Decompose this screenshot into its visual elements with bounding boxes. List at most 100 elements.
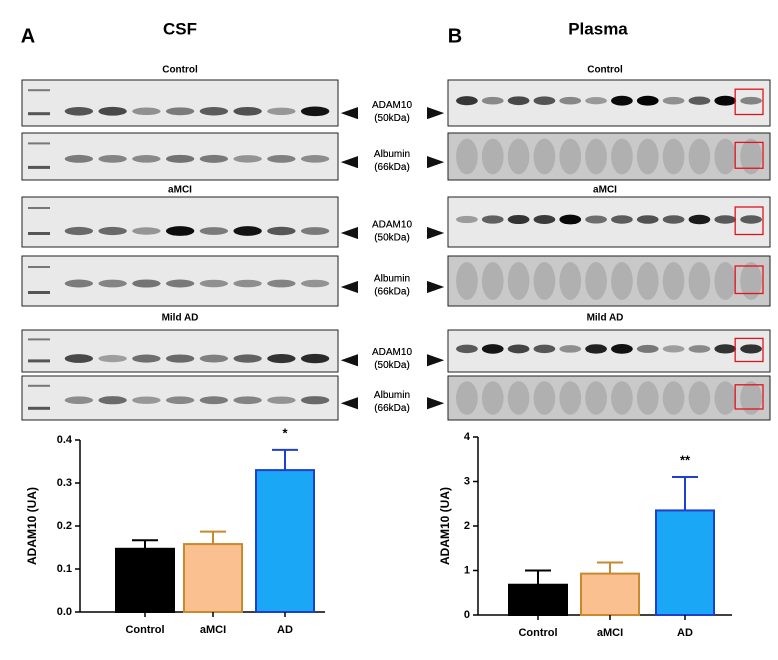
- protein-band: [267, 396, 296, 404]
- ladder-band: [28, 406, 50, 410]
- protein-band: [662, 96, 685, 105]
- protein-band: [300, 227, 330, 235]
- protein-band: [559, 345, 582, 353]
- protein-band: [165, 354, 195, 363]
- protein-size: (66kDa): [374, 403, 410, 414]
- protein-band: [233, 354, 262, 363]
- blot-membrane: [447, 375, 771, 421]
- protein-size: (50kDa): [374, 113, 410, 124]
- protein-band: [740, 138, 762, 175]
- protein-label: Albumin: [374, 274, 410, 285]
- y-axis-label: ADAM10 (UA): [438, 487, 452, 565]
- protein-band: [64, 354, 94, 363]
- protein-band: [199, 279, 229, 288]
- bar: [508, 583, 568, 616]
- protein-size: (66kDa): [374, 287, 410, 298]
- protein-band: [481, 344, 504, 354]
- protein-band: [507, 214, 530, 225]
- chart-title: CSF: [163, 19, 197, 38]
- y-tick-label: 0.0: [57, 606, 72, 618]
- protein-band: [507, 262, 530, 300]
- protein-band: [636, 215, 659, 224]
- protein-band: [165, 154, 195, 163]
- arrow-right: [427, 107, 444, 120]
- protein-band: [611, 344, 633, 354]
- protein-band: [481, 381, 504, 415]
- protein-band: [688, 262, 711, 300]
- protein-band: [636, 262, 659, 300]
- significance-label: **: [680, 452, 691, 467]
- bar: [580, 572, 640, 616]
- protein-label: ADAM10: [372, 100, 412, 111]
- protein-band: [267, 226, 296, 236]
- protein-band: [132, 396, 161, 404]
- protein-size: (66kDa): [374, 403, 410, 414]
- protein-band: [233, 396, 262, 405]
- protein-band: [688, 381, 711, 415]
- ladder-band: [28, 338, 50, 341]
- protein-band: [233, 226, 262, 236]
- protein-band: [300, 353, 330, 364]
- protein-band: [740, 381, 762, 415]
- protein-label: Albumin: [374, 390, 410, 401]
- protein-band: [636, 95, 659, 106]
- protein-size: (66kDa): [374, 287, 410, 298]
- group-title: Mild AD: [162, 313, 199, 324]
- protein-band: [98, 226, 127, 236]
- protein-band: [165, 279, 195, 288]
- protein-band: [507, 344, 530, 354]
- group-title: aMCI: [168, 185, 192, 196]
- highlight-box: [734, 337, 764, 363]
- protein-band: [132, 227, 161, 235]
- blot-membrane: [447, 132, 771, 181]
- highlight-box: [734, 206, 764, 236]
- protein-band: [300, 396, 330, 405]
- y-tick-label: 0.2: [57, 520, 72, 532]
- protein-band: [132, 155, 161, 163]
- protein-band: [481, 215, 504, 224]
- x-tick-label: aMCI: [200, 624, 226, 636]
- ladder-band: [28, 232, 50, 235]
- protein-size: (50kDa): [374, 233, 410, 244]
- protein-band: [64, 154, 94, 163]
- protein-band: [507, 138, 530, 175]
- protein-band: [199, 107, 229, 116]
- protein-band: [199, 396, 229, 405]
- ladder-band: [28, 291, 50, 294]
- protein-size: (66kDa): [374, 162, 410, 173]
- protein-band: [267, 107, 296, 115]
- protein-band: [662, 215, 685, 224]
- ladder-band: [28, 142, 50, 145]
- protein-band: [559, 381, 582, 415]
- y-tick-label: 4: [464, 431, 471, 443]
- protein-band: [662, 381, 685, 415]
- protein-size: (50kDa): [374, 233, 410, 244]
- bar: [655, 509, 715, 616]
- protein-label: Albumin: [374, 149, 410, 160]
- protein-band: [267, 353, 296, 364]
- protein-band: [533, 96, 556, 105]
- protein-band: [611, 138, 633, 175]
- protein-band: [688, 345, 711, 353]
- arrow-right: [427, 397, 444, 410]
- protein-band: [611, 381, 633, 415]
- protein-band: [199, 227, 229, 235]
- x-tick-label: Control: [518, 627, 557, 639]
- arrow-right: [427, 156, 444, 169]
- y-tick-label: 0.1: [57, 563, 72, 575]
- blot-membrane: [21, 329, 339, 373]
- protein-band: [636, 138, 659, 175]
- protein-band: [481, 138, 504, 175]
- bar: [115, 547, 175, 613]
- blot-membrane: [447, 196, 771, 248]
- arrow-left: [341, 397, 358, 410]
- ladder-band: [28, 384, 50, 387]
- y-tick-label: 3: [464, 475, 470, 487]
- protein-band: [456, 138, 478, 175]
- protein-band: [64, 106, 94, 116]
- protein-band: [662, 138, 685, 175]
- arrow-left: [341, 107, 358, 120]
- y-tick-label: 0.4: [57, 434, 73, 446]
- x-tick-label: AD: [677, 627, 693, 639]
- protein-band: [132, 107, 161, 116]
